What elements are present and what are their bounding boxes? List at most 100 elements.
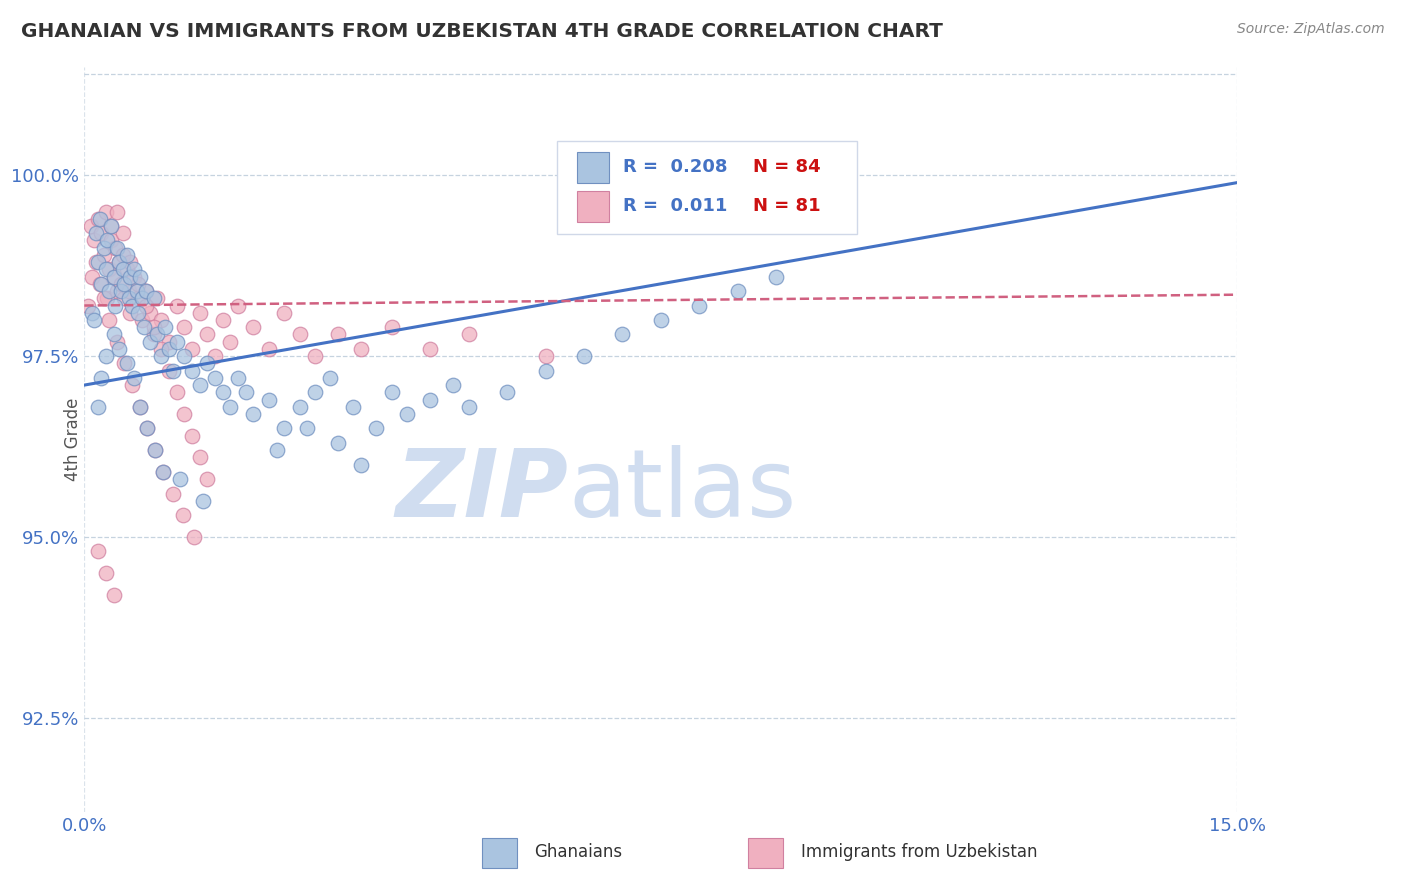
Point [111,248,134,262]
Point [90,371,112,385]
Point [381,320,404,334]
Point [534,363,557,377]
Point [112,291,135,305]
Point [108,342,131,356]
Point [93,248,115,262]
Point [87,211,110,226]
Point [83,313,105,327]
Point [135,284,157,298]
Point [457,400,479,414]
Point [108,255,131,269]
Point [115,356,138,370]
Point [219,334,242,349]
Point [121,378,143,392]
Point [111,262,134,277]
Point [111,226,134,240]
Point [131,313,153,327]
Point [127,306,149,320]
Point [127,291,149,305]
Point [120,269,142,284]
Point [103,588,125,602]
Text: ZIP: ZIP [395,445,568,538]
Point [103,327,125,342]
Point [96,291,118,305]
Point [118,284,141,298]
Point [195,472,218,486]
Point [242,320,264,334]
Point [142,327,165,342]
Point [396,407,419,421]
FancyBboxPatch shape [557,141,856,235]
Point [80,306,103,320]
Point [89,211,111,226]
Text: R =  0.011: R = 0.011 [623,197,727,215]
Text: Ghanaians: Ghanaians [534,843,623,861]
Point [100,234,122,248]
Point [366,421,388,435]
Point [266,443,288,458]
Point [121,299,143,313]
Point [93,291,115,305]
Point [104,241,127,255]
Point [169,472,191,486]
Point [166,299,188,313]
Point [496,385,519,400]
Point [97,313,120,327]
Point [166,334,188,349]
Point [457,327,479,342]
Point [419,342,441,356]
Point [143,443,166,458]
Point [765,269,787,284]
Point [135,284,157,298]
Point [89,277,111,291]
Point [273,306,295,320]
Point [288,400,311,414]
Point [110,277,132,291]
Point [84,226,107,240]
Point [304,385,326,400]
Point [124,269,146,284]
Point [127,277,149,291]
Text: GHANAIAN VS IMMIGRANTS FROM UZBEKISTAN 4TH GRADE CORRELATION CHART: GHANAIAN VS IMMIGRANTS FROM UZBEKISTAN 4… [21,22,943,41]
Point [162,486,184,500]
Point [112,356,135,370]
Point [153,320,176,334]
Point [204,349,226,363]
Point [118,291,141,305]
Point [350,342,373,356]
Point [96,234,118,248]
Text: Source: ZipAtlas.com: Source: ZipAtlas.com [1237,22,1385,37]
Point [105,204,128,219]
Point [124,262,146,277]
Point [97,262,120,277]
Point [112,277,135,291]
Text: atlas: atlas [568,445,797,538]
Point [80,269,103,284]
Point [87,255,110,269]
Point [727,284,749,298]
Point [162,363,184,377]
Point [110,284,132,298]
Point [146,291,169,305]
Point [181,363,204,377]
Point [115,262,138,277]
Point [105,334,128,349]
Point [226,371,249,385]
Point [152,465,174,479]
Point [235,385,257,400]
Text: Immigrants from Uzbekistan: Immigrants from Uzbekistan [801,843,1038,861]
Point [77,299,100,313]
Point [138,334,160,349]
Point [172,508,194,523]
Point [150,342,173,356]
Point [120,255,142,269]
Point [273,421,295,435]
Point [181,428,204,442]
Point [166,385,188,400]
Point [219,400,242,414]
Point [173,349,195,363]
Point [100,219,122,233]
Point [128,400,150,414]
Point [94,349,117,363]
Point [441,378,464,392]
